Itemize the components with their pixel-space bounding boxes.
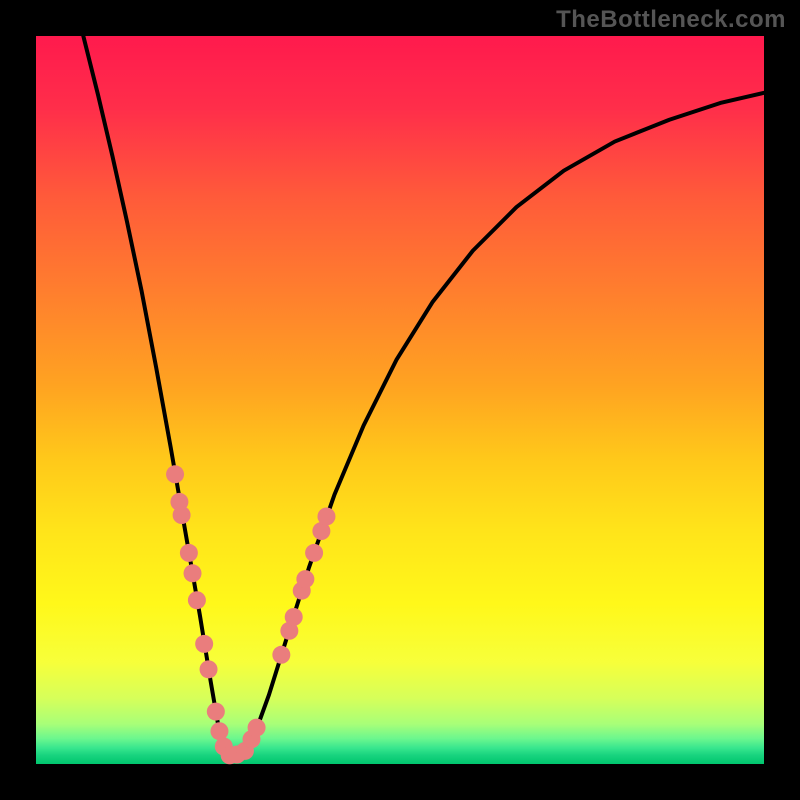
marker-point — [317, 507, 335, 525]
marker-point — [180, 544, 198, 562]
marker-point — [210, 722, 228, 740]
plot-background — [36, 36, 764, 764]
marker-point — [184, 564, 202, 582]
marker-point — [272, 646, 290, 664]
marker-point — [166, 465, 184, 483]
marker-point — [207, 703, 225, 721]
chart-container: TheBottleneck.com — [0, 0, 800, 800]
bottleneck-chart — [0, 0, 800, 800]
marker-point — [195, 635, 213, 653]
watermark-label: TheBottleneck.com — [556, 6, 786, 34]
marker-point — [173, 506, 191, 524]
marker-point — [188, 591, 206, 609]
marker-point — [248, 719, 266, 737]
marker-point — [285, 608, 303, 626]
marker-point — [305, 544, 323, 562]
marker-point — [200, 660, 218, 678]
marker-point — [296, 570, 314, 588]
